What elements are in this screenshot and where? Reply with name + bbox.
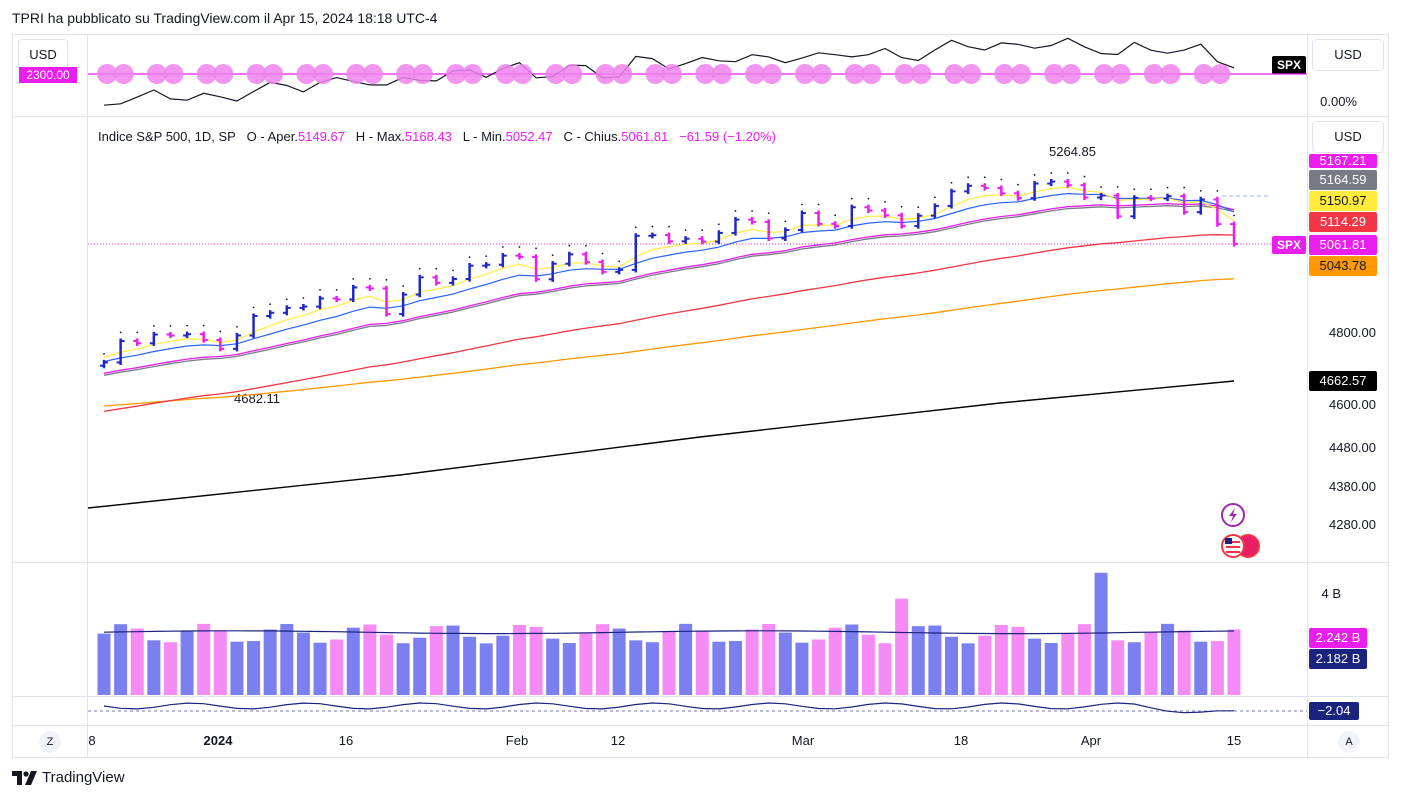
- legend-name: Indice S&P 500, 1D, SP: [98, 129, 236, 144]
- right-scale-separator: [1307, 34, 1308, 758]
- brand-name: TradingView: [42, 769, 125, 786]
- currency-button-top[interactable]: USD: [1312, 39, 1384, 71]
- legend-o-value: 5149.67: [297, 129, 345, 144]
- auto-scale-button[interactable]: A: [1338, 731, 1360, 753]
- volume-tag-1: 2.242 B: [1309, 628, 1367, 648]
- spx-price-tag: SPX: [1272, 236, 1307, 254]
- zoom-button-z[interactable]: Z: [39, 731, 61, 753]
- legend-l-label: L - Min.: [462, 129, 506, 144]
- high-annotation: 5264.85: [1049, 144, 1096, 159]
- pane-separator: [12, 116, 1389, 117]
- legend: Indice S&P 500, 1D, SP O - Aper.5149.67 …: [98, 129, 776, 144]
- pane-separator: [12, 696, 1389, 697]
- price-tick: 4480.00: [1329, 440, 1376, 455]
- price-tag-band: 5167.21: [1309, 154, 1377, 168]
- price-tick: 4380.00: [1329, 479, 1376, 494]
- x-label: Apr: [1080, 733, 1102, 748]
- legend-o-label: O - Aper.: [246, 129, 298, 144]
- x-label: Mar: [791, 733, 815, 748]
- spx-top-tag: SPX: [1272, 56, 1307, 74]
- x-label: Feb: [505, 733, 529, 748]
- legend-c-label: C - Chius.: [563, 129, 622, 144]
- volume-tick: 4 B: [1321, 586, 1341, 601]
- x-label: 18: [953, 733, 969, 748]
- legend-l-value: 5052.47: [505, 129, 553, 144]
- price-tag-mid: 5164.59: [1309, 170, 1377, 190]
- price-tag-ema50: 5114.29: [1309, 212, 1377, 232]
- low-annotation: 4682.11: [234, 391, 281, 406]
- tradingview-logo[interactable]: TradingView: [12, 769, 125, 786]
- publish-line: TPRI ha pubblicato su TradingView.com il…: [12, 10, 438, 26]
- indicator-label: 2300.00: [19, 67, 77, 83]
- osc-tag: −2.04: [1309, 702, 1359, 720]
- time-axis-separator: [12, 725, 1389, 726]
- x-label: 16: [338, 733, 354, 748]
- x-label: 2024: [203, 733, 233, 748]
- legend-h-label: H - Max.: [355, 129, 405, 144]
- left-scale-separator: [87, 34, 88, 758]
- event-icons[interactable]: [1220, 502, 1266, 560]
- price-tag-ema100: 5043.78: [1309, 256, 1377, 276]
- legend-c-value: 5061.81: [621, 129, 669, 144]
- top-scale-value: 0.00%: [1320, 94, 1357, 109]
- legend-h-value: 5168.43: [404, 129, 452, 144]
- price-tick: 4600.00: [1329, 397, 1376, 412]
- tradingview-logo-icon: [12, 770, 37, 785]
- chart-frame: [12, 34, 1389, 758]
- price-tag-last: 5061.81: [1309, 235, 1377, 255]
- currency-button-main[interactable]: USD: [1312, 121, 1384, 153]
- x-label: 12: [610, 733, 626, 748]
- pane-separator: [12, 562, 1389, 563]
- price-tick: 4280.00: [1329, 517, 1376, 532]
- legend-change: −61.59 (−1.20%): [679, 129, 776, 144]
- price-tag-fast: 5150.97: [1309, 191, 1377, 211]
- x-label: 8: [88, 733, 96, 748]
- volume-tag-2: 2.182 B: [1309, 649, 1367, 669]
- price-tick: 4800.00: [1329, 325, 1376, 340]
- price-tag-sma200: 4662.57: [1309, 371, 1377, 391]
- x-label: 15: [1226, 733, 1242, 748]
